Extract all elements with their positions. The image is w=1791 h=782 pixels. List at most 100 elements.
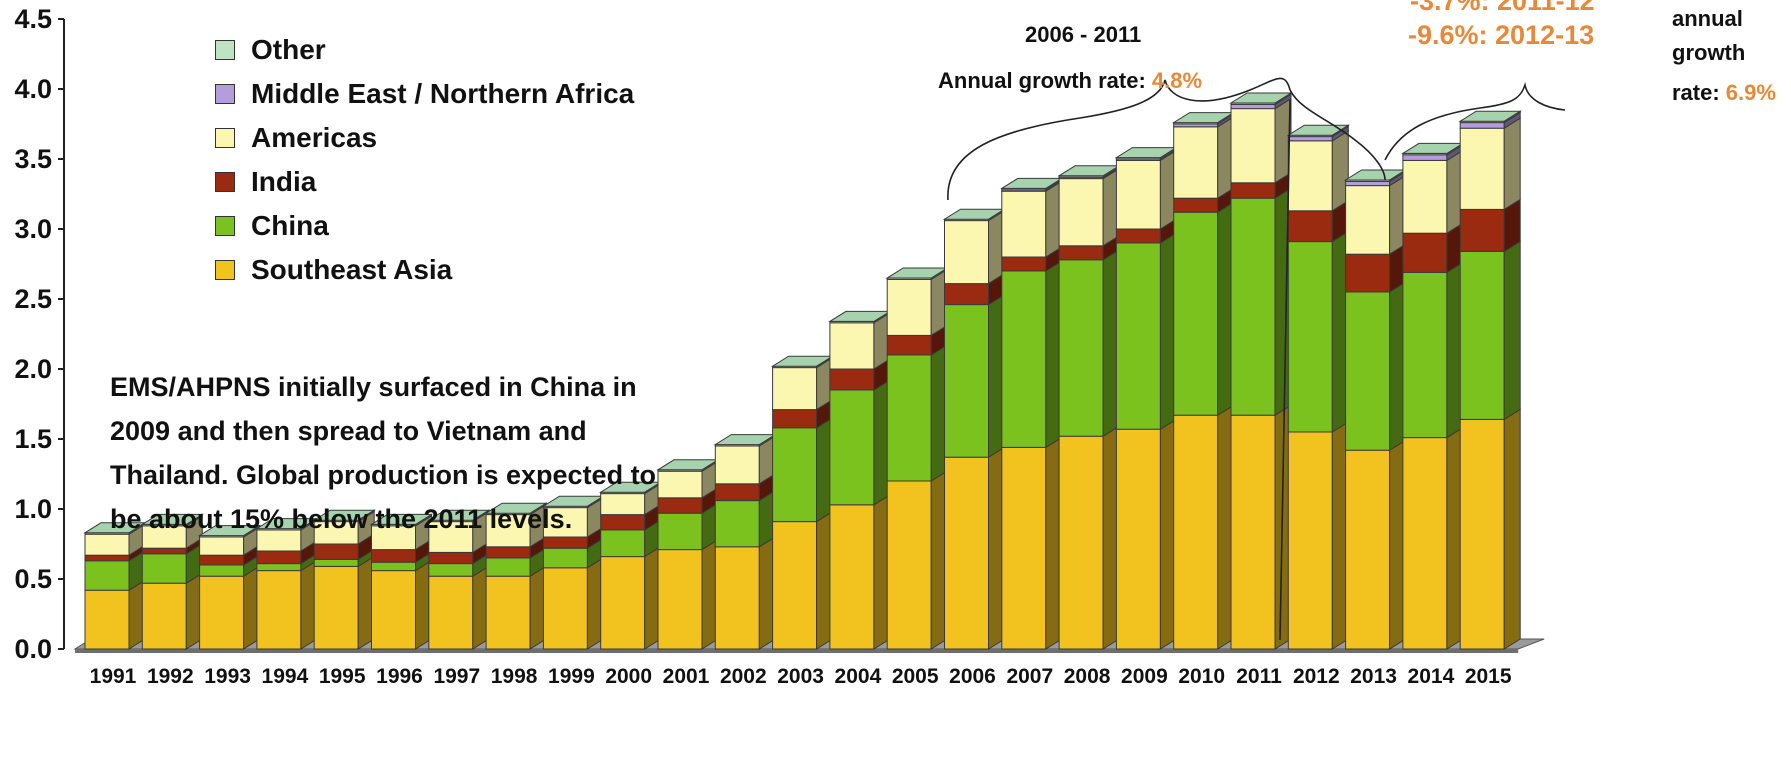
bar-stack-1992 — [140, 513, 205, 650]
bar-stack-2005 — [885, 267, 949, 650]
bar-segment — [772, 521, 818, 650]
brace-2013-2015 — [1384, 81, 1566, 161]
bar-segment — [1173, 211, 1219, 416]
bar-segment — [1173, 414, 1219, 650]
bar-stack-2002 — [713, 433, 778, 650]
x-axis-labels: 1991 1992 1993 1994 1995 1996 1997 1998 1999 2000… — [90, 665, 1512, 688]
bar-segment — [944, 456, 989, 650]
x-tick-label: 1993 — [204, 665, 251, 688]
legend: Other Middle East / Northern Africa Americ… — [215, 28, 634, 292]
bar-segment — [542, 547, 588, 569]
bar-segment — [485, 557, 531, 577]
y-tick-label: 0.0 — [14, 634, 52, 664]
legend-label: India — [251, 166, 317, 197]
bar-segment — [1287, 140, 1333, 212]
x-tick-label: 2012 — [1293, 665, 1340, 688]
x-tick-label: 2010 — [1178, 665, 1225, 688]
bar-segment — [1402, 232, 1448, 273]
bar-segment — [542, 507, 588, 538]
bar-segment — [1345, 180, 1391, 187]
legend-item: India — [215, 160, 634, 204]
bar-segment — [1345, 253, 1391, 293]
x-tick-label: 1999 — [548, 665, 595, 688]
legend-label: Americas — [251, 122, 378, 153]
legend-item: Southeast Asia — [215, 248, 634, 292]
bar-segment — [1345, 449, 1391, 650]
bar-segment — [313, 565, 359, 650]
bar-stack-2000 — [598, 481, 663, 650]
bar-segment — [313, 558, 359, 567]
bar-segment — [485, 575, 531, 650]
floor-edge — [75, 649, 1519, 653]
x-tick-label: 1995 — [319, 665, 366, 688]
period-growth-prefix: Annual growth rate: — [938, 68, 1152, 93]
bar-segment — [256, 570, 302, 650]
bar-segment — [1230, 182, 1276, 199]
x-tick-label: 2013 — [1350, 665, 1397, 688]
bar-segment — [256, 563, 302, 572]
bar-stack-2012 — [1286, 124, 1351, 650]
bar-segment — [829, 389, 875, 506]
x-tick-label: 2007 — [1006, 665, 1053, 688]
bar-stack-2001 — [656, 458, 720, 650]
bar-segment — [1459, 418, 1505, 650]
bar-segment — [313, 543, 359, 560]
bar-segment — [141, 553, 187, 584]
legend-item: Americas — [215, 116, 634, 160]
period-growth-value: 4.8% — [1151, 68, 1203, 93]
note-line: 2009 and then spread to Vietnam and — [110, 416, 587, 446]
bar-top — [427, 509, 491, 521]
x-tick-label: 1992 — [147, 665, 194, 688]
legend-item: Middle East / Northern Africa — [215, 72, 634, 116]
bar-segment — [1058, 245, 1104, 261]
note-line: Thailand. Global production is expected … — [110, 460, 657, 490]
bar-segment — [944, 220, 989, 285]
bar-top — [369, 513, 434, 525]
bar-segment — [1058, 178, 1104, 247]
bar-stack-2006 — [942, 208, 1007, 650]
bar-segment — [944, 304, 989, 458]
bar-segment — [944, 283, 989, 306]
legend-label: Other — [251, 34, 326, 65]
x-tick-label: 1996 — [376, 665, 423, 688]
bar-segment — [1402, 154, 1448, 161]
bar-stack-2009 — [1114, 146, 1179, 650]
bar-segment — [1001, 256, 1047, 272]
bar-segment — [1115, 428, 1161, 650]
bar-segment — [1230, 108, 1276, 184]
recovery-rate-value: 6.9% — [1725, 80, 1776, 105]
note-line: be about 15% below the 2011 levels. — [110, 504, 573, 534]
x-tick-label: 1991 — [90, 665, 137, 688]
y-tick-label: 1.0 — [14, 494, 52, 524]
bar-stack-2015 — [1458, 110, 1522, 650]
bar-stack-2013 — [1343, 169, 1408, 650]
bar-segment — [1345, 185, 1391, 255]
bar-stack-1994 — [255, 517, 319, 650]
bar-segment — [84, 560, 130, 591]
x-tick-label: 2001 — [663, 665, 710, 688]
bar-segment — [772, 367, 818, 411]
bar-stack-2007 — [1000, 177, 1064, 650]
y-tick-label: 3.5 — [14, 144, 52, 174]
x-tick-label: 2014 — [1408, 665, 1455, 688]
bar-stack-1993 — [197, 524, 262, 650]
bar-top — [484, 502, 548, 514]
bar-segment — [199, 575, 245, 650]
bar-segment — [1115, 228, 1161, 244]
period-title: 2006 - 2011 — [1025, 22, 1142, 47]
bar-segment — [657, 512, 703, 551]
x-tick-label: 1994 — [262, 665, 309, 688]
bar-segment — [199, 554, 245, 566]
bar-segment — [1115, 242, 1161, 430]
bar-segment — [1001, 446, 1047, 650]
bar-segment — [1230, 103, 1276, 110]
y-tick-label: 4.5 — [14, 4, 52, 34]
bar-segment — [428, 551, 474, 565]
bar-segment — [714, 546, 760, 650]
x-tick-label: 2000 — [605, 665, 652, 688]
bar-segment — [1173, 197, 1219, 213]
bar-segment — [1345, 291, 1391, 451]
bar-segment — [829, 504, 875, 650]
bar-segment — [1230, 414, 1276, 650]
bar-stack-1997 — [427, 509, 491, 650]
